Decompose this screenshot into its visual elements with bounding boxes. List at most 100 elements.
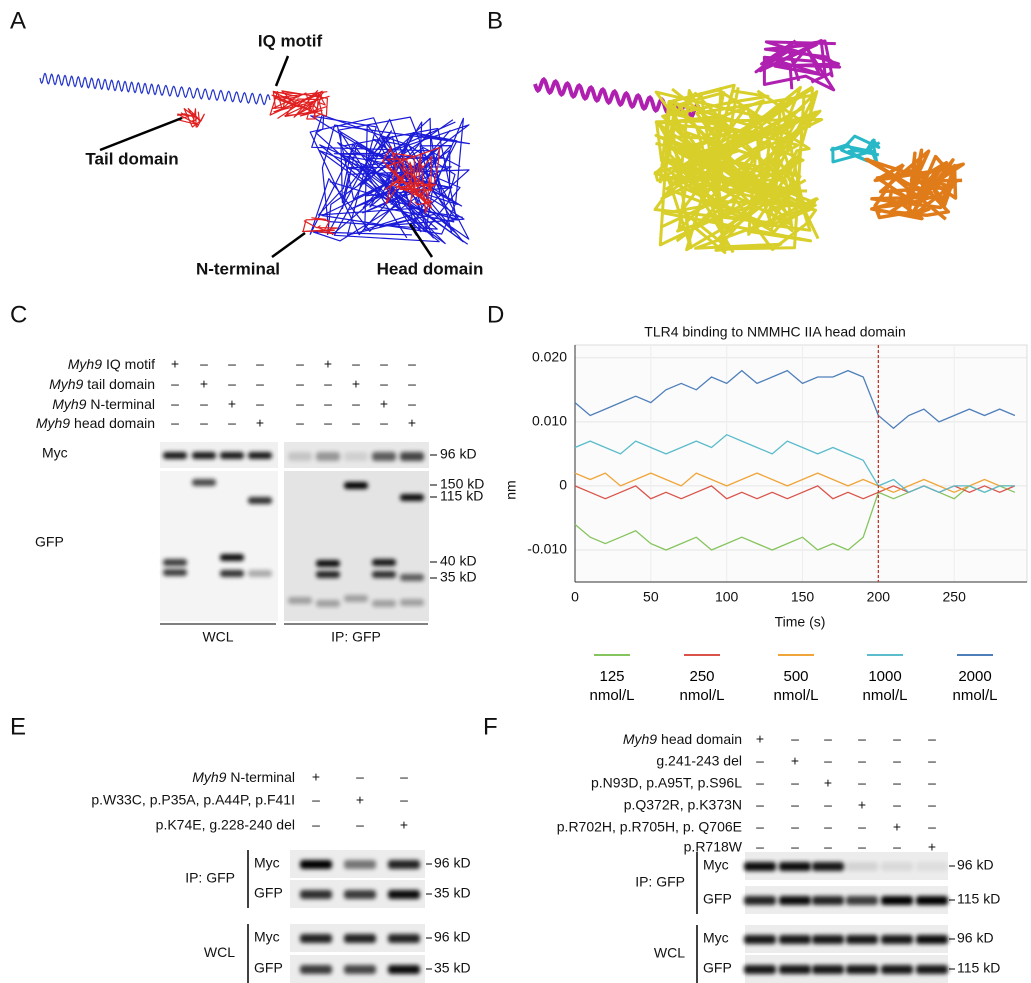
data-line [574,369,1016,430]
marker-label: 35 kD [440,569,477,585]
blot-band [881,935,913,944]
row-label: Myh9 N-terminal [52,396,155,412]
structure-helix [39,72,161,96]
marker-label: 115 kD [957,960,1000,976]
sign: – [256,376,264,392]
structure-strand [385,147,441,209]
sign: – [400,792,408,808]
blot-label: GFP [35,534,64,550]
blot-label: Myc [254,929,280,945]
marker-label: 96 kD [434,855,471,871]
x-axis-label: Time (s) [775,614,826,630]
blot-label: Myc [42,445,68,461]
sign: – [296,356,304,372]
sign: + [200,376,208,392]
annotation: N-terminal [196,259,280,278]
blot-band [220,570,244,577]
row-label: Myh9 head domain [623,731,742,747]
structure-strand [303,220,338,235]
blot-label: GFP [254,885,283,901]
sign: – [352,415,360,431]
structure-strand [271,94,330,117]
structure-strand [754,39,834,84]
structure-strand [670,170,820,240]
row-label: p.N93D, p.A95T, p.S96L [591,775,742,791]
blot-band [744,935,776,944]
blot-band [163,452,187,459]
sign: – [408,376,416,392]
blot-band [779,896,811,905]
blot-band [916,862,948,871]
sign: + [171,356,179,372]
gene-name: Myh9 [36,415,70,431]
legend-label: 500 nmol/L [773,668,819,704]
y-tick-label: 0 [559,477,567,493]
x-tick-label: 100 [715,589,739,605]
sign: – [352,396,360,412]
sign: – [791,775,799,791]
sign: – [928,753,936,769]
gene-name: Myh9 [623,731,657,747]
sign: + [256,415,264,431]
blot-band [846,862,878,871]
blot-band [163,559,187,566]
blot-band [812,896,844,905]
sign: – [858,775,866,791]
blot-band [881,896,913,905]
legend-label: 250 nmol/L [679,668,725,704]
sign: – [171,376,179,392]
blot-band [400,599,424,606]
structure-strand [667,90,819,245]
sign: – [400,769,408,785]
blot-label: Myc [703,857,729,873]
marker-label: 96 kD [434,929,471,945]
blot-band [300,934,332,943]
blot-label: GFP [254,960,283,976]
row-label: p.R718W [684,839,743,855]
blot-band [288,597,312,604]
sign: + [756,731,764,747]
row-text: N-terminal [90,396,155,412]
sign: + [791,753,799,769]
sign: + [400,817,408,833]
structure-strand [342,127,458,223]
data-line [574,433,1015,494]
sign: – [893,753,901,769]
row-text: head domain [74,415,155,431]
blot-band [344,890,376,899]
row-text: head domain [661,731,742,747]
sign: – [824,731,832,747]
x-tick-label: 250 [943,589,967,605]
blot-band [846,965,878,974]
sign: – [380,356,388,372]
sign: – [296,376,304,392]
blot-band [316,571,340,578]
blot-band [300,965,332,974]
sign: + [312,769,320,785]
structure-strand [830,138,880,157]
blot-band [744,896,776,905]
marker-label: 96 kD [440,446,477,462]
blot-label: GFP [703,960,732,976]
blot-label: Myc [254,855,280,871]
sign: – [858,753,866,769]
sign: – [858,731,866,747]
sign: – [928,731,936,747]
data-line [574,472,1015,494]
x-tick-label: 200 [867,589,891,605]
x-tick-label: 0 [571,589,579,605]
pointer-line [274,55,290,87]
sign: – [352,356,360,372]
sign: – [356,817,364,833]
blot-band [344,452,368,461]
row-label: p.W33C, p.P35A, p.A44P, p.F41I [91,792,295,808]
annotation: Head domain [377,259,484,278]
sign: – [824,797,832,813]
marker-label: 96 kD [957,857,994,873]
sign: – [893,839,901,855]
sign: + [858,797,866,813]
marker-label: 150 kD [440,476,484,492]
row-label: Myh9 tail domain [49,376,155,392]
sign: – [858,839,866,855]
